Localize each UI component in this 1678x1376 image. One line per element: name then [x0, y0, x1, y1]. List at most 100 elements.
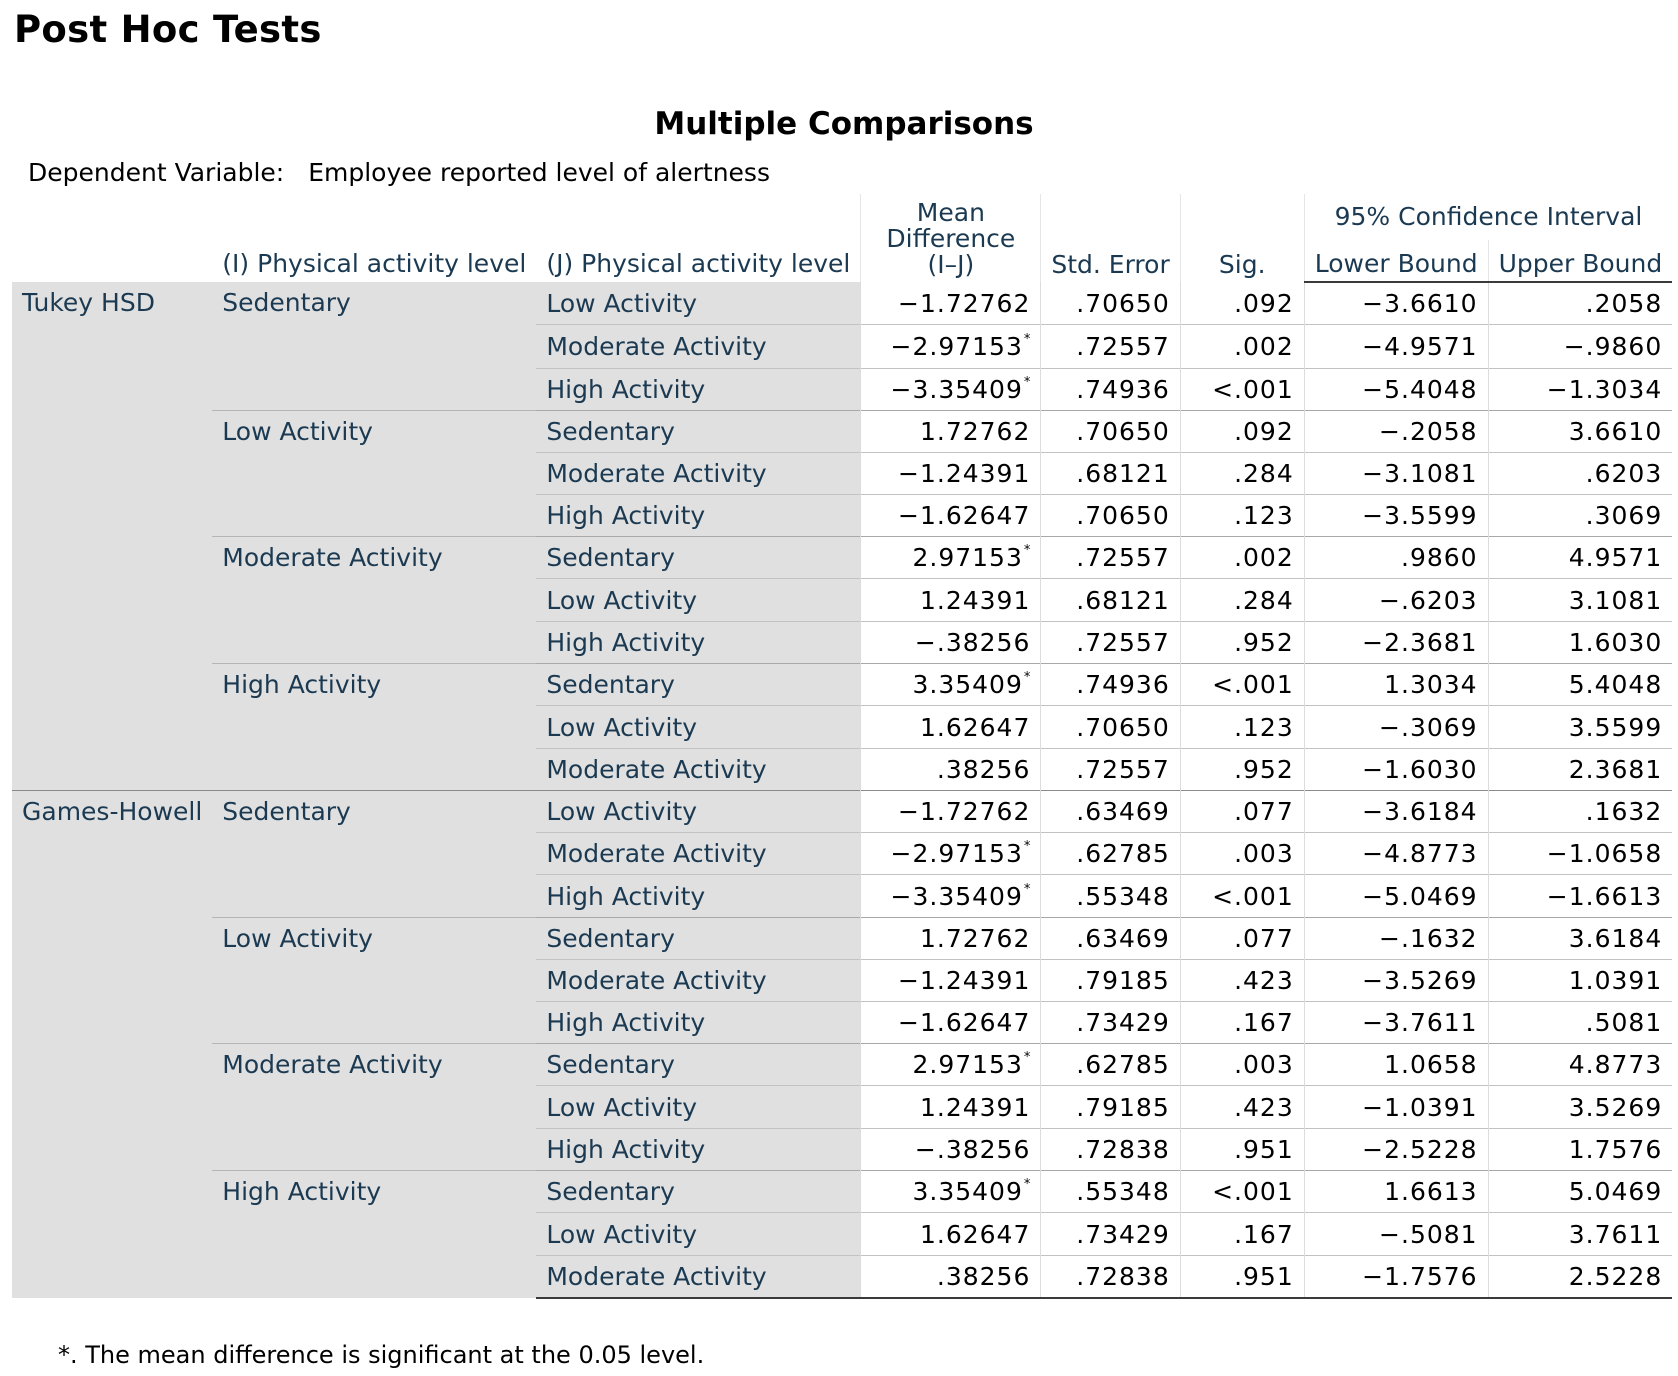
upper-bound-cell: −1.0658 [1487, 832, 1673, 875]
std-error-cell: .72557 [1040, 324, 1181, 369]
lower-bound-cell: −5.0469 [1303, 874, 1489, 918]
mean-difference-cell: −2.97153* [860, 832, 1041, 875]
lower-bound-cell: −2.5228 [1303, 1128, 1489, 1171]
mean-difference-value: −3.35409 [890, 881, 1023, 911]
j-level-label: Sedentary [536, 663, 861, 706]
sig-cell: .423 [1179, 1085, 1305, 1129]
lower-bound-cell: −5.4048 [1303, 368, 1489, 411]
mean-difference-value: 1.24391 [919, 585, 1031, 615]
j-level-label: Moderate Activity [536, 959, 861, 1002]
dependent-variable-value: Employee reported level of alertness [308, 158, 770, 187]
mean-difference-cell: 1.24391 [860, 578, 1041, 622]
header-confidence-interval: 95% Confidence Interval [1303, 194, 1673, 240]
mean-difference-cell: −2.97153* [860, 324, 1041, 369]
mean-difference-value: 2.97153 [912, 543, 1023, 572]
std-error-cell: .74936 [1040, 368, 1181, 411]
dependent-variable-label: Dependent Variable: [28, 158, 285, 187]
significance-marker: * [1023, 332, 1031, 347]
sig-cell: <.001 [1179, 368, 1305, 411]
header-lower-bound: Lower Bound [1303, 240, 1489, 283]
table-row: High Activity −.38256 .72838.951 −2.5228 1.7… [12, 1128, 1673, 1171]
std-error-cell: .72838 [1040, 1255, 1181, 1299]
lower-bound-cell: −.2058 [1303, 410, 1489, 453]
sig-cell: .284 [1179, 578, 1305, 622]
table-body: Tukey HSD Sedentary Low Activity −1.72762.7… [12, 282, 1673, 1299]
j-level-label: Low Activity [536, 1085, 861, 1129]
mean-difference-value: −1.62647 [898, 1008, 1031, 1037]
mean-difference-cell: −1.62647 [860, 494, 1041, 537]
header-sig: Sig. [1179, 194, 1305, 282]
j-level-label: Moderate Activity [536, 748, 861, 791]
lower-bound-cell: −3.6184 [1303, 790, 1489, 833]
table-row: High Activity −1.62647 .70650.123 −3.5599.3… [12, 494, 1673, 537]
std-error-cell: .79185 [1040, 1085, 1181, 1129]
mean-difference-value: −2.97153 [890, 332, 1023, 361]
j-level-label: Sedentary [536, 536, 861, 579]
sig-cell: .092 [1179, 282, 1305, 325]
mean-difference-cell: 1.72762 [860, 410, 1041, 453]
std-error-cell: .70650 [1040, 705, 1181, 749]
lower-bound-cell: −1.6030 [1303, 748, 1489, 791]
mean-difference-cell: −1.24391 [860, 452, 1041, 495]
mean-difference-cell: 2.97153* [860, 1043, 1041, 1086]
std-error-cell: .72557 [1040, 748, 1181, 791]
upper-bound-cell: .6203 [1487, 452, 1673, 495]
mean-difference-value: 1.62647 [919, 1219, 1031, 1249]
significance-marker: * [1023, 839, 1031, 854]
upper-bound-cell: 3.6184 [1487, 917, 1673, 960]
lower-bound-cell: −4.8773 [1303, 832, 1489, 875]
sig-cell: .123 [1179, 494, 1305, 537]
std-error-cell: .62785 [1040, 1043, 1181, 1086]
mean-difference-cell: −3.35409* [860, 874, 1041, 918]
sig-cell: .123 [1179, 705, 1305, 749]
mean-difference-cell: 1.72762 [860, 917, 1041, 960]
j-level-label: Sedentary [536, 410, 861, 453]
mean-difference-cell: 3.35409* [860, 663, 1041, 706]
lower-bound-cell: −3.5269 [1303, 959, 1489, 1002]
j-level-label: Low Activity [536, 578, 861, 622]
lower-bound-cell: −.3069 [1303, 705, 1489, 749]
mean-difference-cell: 1.62647 [860, 705, 1041, 749]
j-level-label: Low Activity [536, 1212, 861, 1256]
i-level-label: Moderate Activity [212, 1043, 537, 1171]
std-error-cell: .63469 [1040, 790, 1181, 833]
table-row: Low Activity Sedentary 1.72762 .63469.077 −.… [12, 917, 1673, 1044]
lower-bound-cell: 1.3034 [1303, 663, 1489, 706]
table-row: Moderate Activity .38256 .72557.952 −1.6030… [12, 748, 1673, 791]
table-row: Moderate Activity −1.24391 .68121.284 −3.10… [12, 452, 1673, 495]
mean-difference-value: −.38256 [914, 1135, 1031, 1164]
mean-difference-value: −1.24391 [898, 966, 1031, 995]
sig-cell: .952 [1179, 748, 1305, 791]
upper-bound-cell: 1.7576 [1487, 1128, 1673, 1171]
table-row: Moderate Activity Sedentary 2.97153* .72557… [12, 536, 1673, 664]
sig-cell: .951 [1179, 1128, 1305, 1171]
table-row: Moderate Activity Sedentary 2.97153* .62785… [12, 1043, 1673, 1171]
mean-difference-cell: 1.62647 [860, 1212, 1041, 1256]
lower-bound-cell: −.5081 [1303, 1212, 1489, 1256]
header-j-level: (J) Physical activity level [546, 249, 851, 278]
upper-bound-cell: 5.4048 [1487, 663, 1673, 706]
lower-bound-cell: −.6203 [1303, 578, 1489, 622]
mean-difference-cell: −3.35409* [860, 368, 1041, 411]
mean-difference-value: −.38256 [914, 628, 1031, 657]
lower-bound-cell: −2.3681 [1303, 621, 1489, 664]
method-label: Games-Howell [12, 790, 213, 1298]
table-row: Moderate Activity −1.24391 .79185.423 −3.52… [12, 959, 1673, 1002]
std-error-cell: .72557 [1040, 621, 1181, 664]
significance-marker: * [1023, 543, 1031, 558]
mean-difference-value: 1.62647 [919, 712, 1031, 742]
j-level-label: Sedentary [536, 917, 861, 960]
mean-difference-value: −3.35409 [890, 375, 1023, 404]
upper-bound-cell: 3.5599 [1487, 705, 1673, 749]
j-level-label: High Activity [536, 1001, 861, 1044]
lower-bound-cell: −3.6610 [1303, 282, 1489, 325]
upper-bound-cell: .1632 [1487, 790, 1673, 833]
upper-bound-cell: 5.0469 [1487, 1170, 1673, 1213]
std-error-cell: .68121 [1040, 578, 1181, 622]
table-row: Low Activity 1.62647 .70650.123 −.3069 3.559… [12, 705, 1673, 749]
table-row: High Activity −3.35409* .74936 <.001 −5.4048… [12, 368, 1673, 411]
table-row: High Activity Sedentary 3.35409* .74936 <.00… [12, 663, 1673, 791]
sig-cell: .077 [1179, 790, 1305, 833]
std-error-cell: .72557 [1040, 536, 1181, 579]
std-error-cell: .70650 [1040, 282, 1181, 325]
